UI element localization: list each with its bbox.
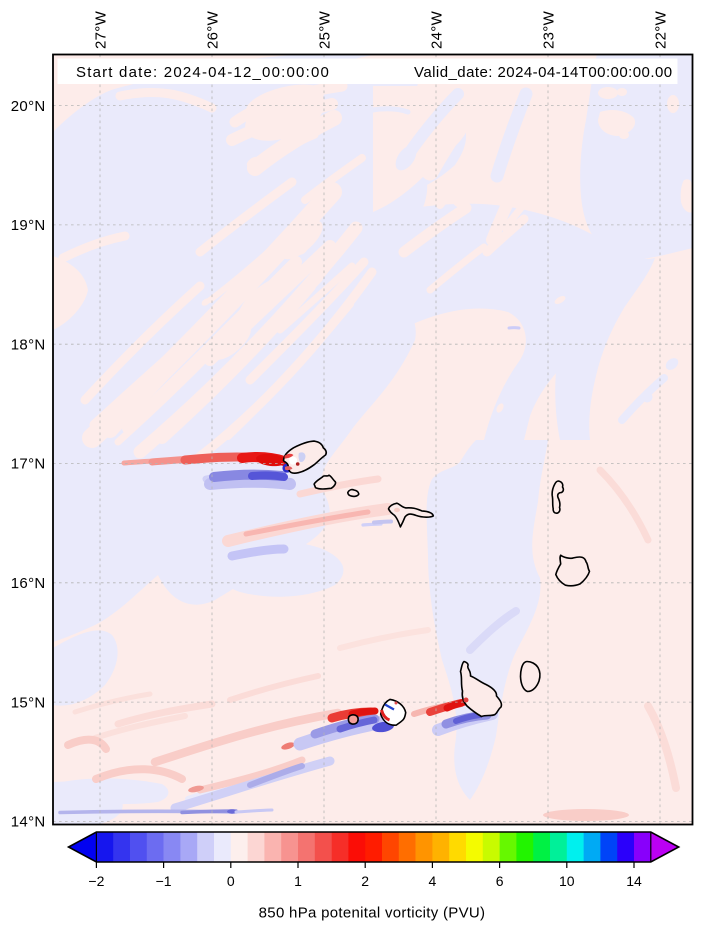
- svg-text:23°W: 23°W: [540, 10, 557, 49]
- svg-text:Valid_date: 2024-04-14T00:00:0: Valid_date: 2024-04-14T00:00:00.00: [414, 64, 673, 81]
- svg-text:10: 10: [559, 873, 575, 889]
- svg-text:26°W: 26°W: [204, 10, 221, 49]
- svg-text:14: 14: [626, 873, 642, 889]
- svg-text:1: 1: [294, 873, 302, 889]
- svg-text:−2: −2: [88, 873, 104, 889]
- svg-text:17°N: 17°N: [11, 456, 46, 473]
- svg-text:−1: −1: [156, 873, 172, 889]
- svg-text:22°W: 22°W: [652, 10, 669, 49]
- svg-text:25°W: 25°W: [316, 10, 333, 49]
- svg-text:24°W: 24°W: [428, 10, 445, 49]
- svg-text:14°N: 14°N: [11, 814, 46, 831]
- svg-text:Start date: 2024-04-12_00:00:0: Start date: 2024-04-12_00:00:00: [76, 64, 330, 81]
- svg-text:0: 0: [227, 873, 235, 889]
- svg-text:6: 6: [496, 873, 504, 889]
- svg-text:850 hPa potenital vorticity (P: 850 hPa potenital vorticity (PVU): [259, 905, 486, 922]
- svg-text:19°N: 19°N: [11, 217, 46, 234]
- svg-text:16°N: 16°N: [11, 575, 46, 592]
- svg-text:18°N: 18°N: [11, 336, 46, 353]
- svg-text:15°N: 15°N: [11, 694, 46, 711]
- svg-text:4: 4: [429, 873, 437, 889]
- svg-text:27°W: 27°W: [92, 10, 109, 49]
- svg-text:2: 2: [361, 873, 369, 889]
- svg-text:20°N: 20°N: [11, 98, 46, 115]
